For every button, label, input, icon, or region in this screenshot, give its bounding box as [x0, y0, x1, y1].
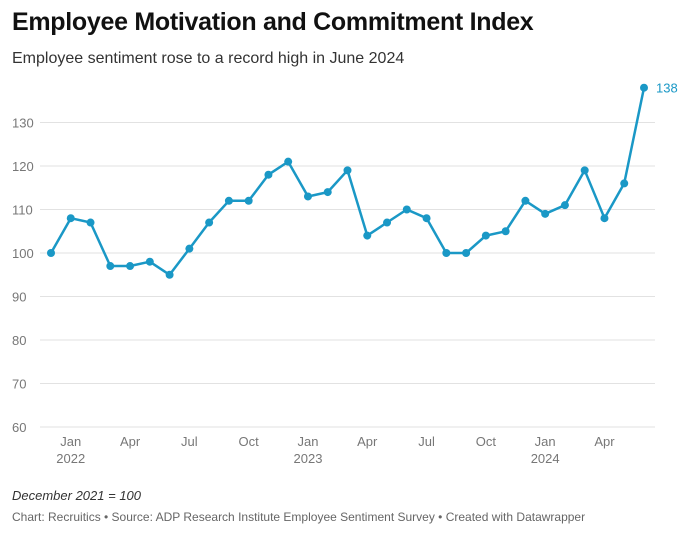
x-tick-year-label: 2024: [531, 451, 560, 466]
data-point: [481, 231, 490, 240]
y-axis: 60 70 80 90 100 110 120 130: [12, 116, 34, 436]
data-point: [383, 218, 392, 227]
data-point: [521, 196, 530, 205]
data-point: [541, 209, 550, 218]
data-point: [126, 262, 135, 271]
series-line: [49, 86, 646, 277]
data-point: [66, 214, 75, 223]
y-tick-label: 110: [12, 203, 33, 218]
x-axis: Jan 2022 Apr Jul Oct Jan 2023 Apr Jul Oct Jan 2024 A…: [56, 434, 615, 466]
data-point: [323, 188, 332, 197]
data-point: [165, 270, 174, 279]
y-tick-label: 120: [12, 159, 34, 174]
y-tick-label: 60: [12, 420, 26, 435]
x-tick-label: Jan: [60, 434, 81, 449]
data-point: [343, 166, 352, 175]
data-point: [442, 249, 451, 257]
x-tick-label: Oct: [476, 434, 497, 449]
data-point: [205, 218, 214, 227]
data-point: [600, 214, 609, 223]
data-point: [422, 214, 431, 223]
x-tick-year-label: 2023: [294, 451, 323, 466]
data-point: [402, 205, 411, 214]
data-point: [303, 192, 312, 201]
x-tick-label: Jan: [297, 434, 318, 449]
y-tick-label: 100: [12, 246, 34, 261]
data-labels: 138: [656, 81, 678, 96]
x-tick-label: Jul: [181, 434, 198, 449]
data-point: [363, 231, 372, 240]
data-point: [106, 262, 115, 271]
data-point: [185, 244, 194, 253]
series-polyline: [49, 86, 646, 277]
gridlines: [40, 122, 655, 428]
y-tick-label: 70: [12, 377, 26, 392]
data-point: [580, 166, 589, 175]
data-point: [86, 218, 95, 227]
chart-credits: Chart: Recruitics • Source: ADP Research…: [12, 510, 586, 524]
data-point: [640, 83, 648, 92]
chart-title: Employee Motivation and Commitment Index: [12, 8, 534, 36]
data-point: [501, 227, 510, 236]
x-tick-label: Apr: [357, 434, 378, 449]
data-point: [284, 157, 293, 166]
data-point: [145, 257, 154, 266]
data-point: [244, 196, 253, 205]
x-tick-label: Apr: [594, 434, 615, 449]
data-point: [620, 179, 629, 188]
chart-subtitle: Employee sentiment rose to a record high…: [12, 50, 405, 67]
data-point: [462, 249, 471, 257]
x-tick-label: Jul: [418, 434, 435, 449]
series-points: [47, 83, 648, 279]
data-point: [224, 196, 233, 205]
x-tick-label: Jan: [535, 434, 556, 449]
x-tick-year-label: 2022: [56, 451, 85, 466]
y-tick-label: 130: [12, 116, 34, 131]
data-label: 138: [656, 81, 678, 96]
baseline-note: December 2021 = 100: [12, 488, 142, 503]
x-tick-label: Apr: [120, 434, 141, 449]
data-point: [560, 201, 569, 210]
data-point: [47, 249, 55, 257]
y-tick-label: 80: [12, 333, 26, 348]
y-tick-label: 90: [12, 290, 26, 305]
data-point: [264, 170, 273, 179]
x-tick-label: Oct: [239, 434, 260, 449]
